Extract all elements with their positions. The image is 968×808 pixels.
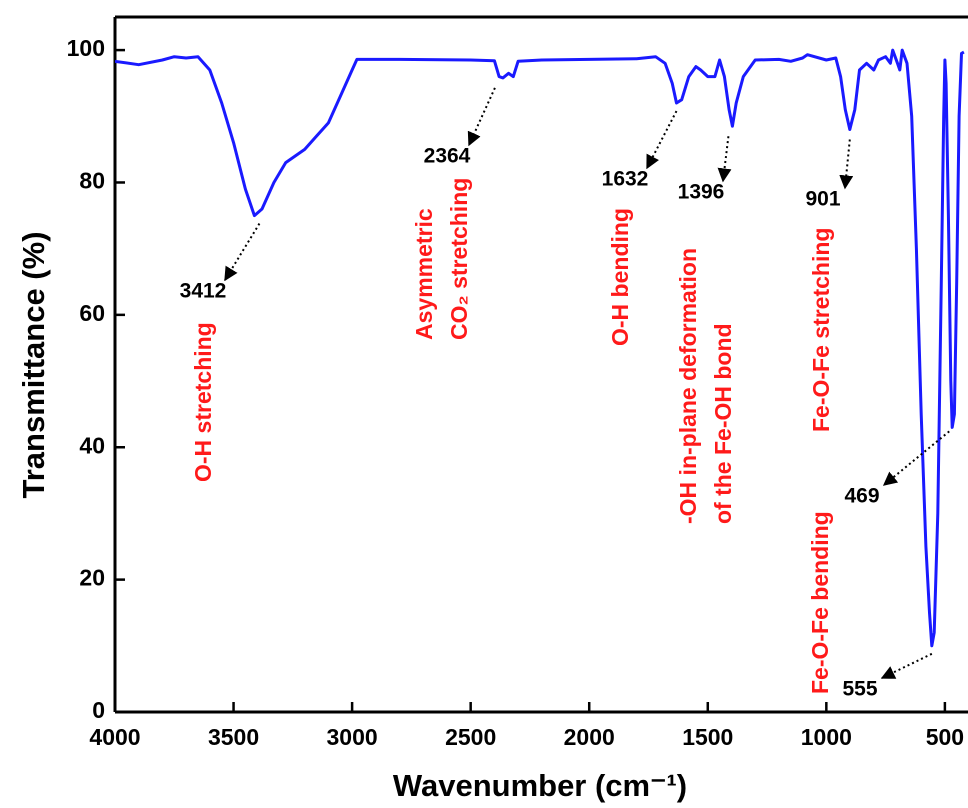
x-tick-label: 3500 (208, 724, 259, 750)
peak-arrow (467, 87, 496, 147)
y-tick-label: 60 (79, 300, 105, 326)
x-axis-title: Wavenumber (cm⁻¹) (393, 768, 687, 803)
y-tick-label: 0 (92, 697, 105, 723)
x-tick-label: 1000 (801, 724, 852, 750)
y-tick-label: 20 (79, 565, 105, 591)
peak-label: O-H bending (607, 208, 633, 346)
peak-arrow (882, 430, 950, 486)
peak-label: CO₂ stretching (446, 178, 472, 340)
x-tick-label: 3000 (327, 724, 378, 750)
peak-arrow (839, 139, 854, 190)
x-tick-label: 1500 (682, 724, 733, 750)
y-tick-label: 100 (67, 35, 105, 61)
peak-label: O-H stretching (190, 322, 216, 482)
peak-arrow (880, 652, 933, 679)
peak-number: 901 (805, 188, 840, 211)
x-tick-label: 2000 (564, 724, 615, 750)
peak-arrow (646, 110, 678, 170)
peak-arrow (717, 136, 732, 183)
peak-number: 3412 (180, 280, 227, 303)
x-tick-label: 2500 (445, 724, 496, 750)
peak-number: 1396 (678, 181, 725, 204)
x-tick-label: 500 (926, 724, 964, 750)
peak-number: 1632 (602, 168, 649, 191)
x-tick-label: 4000 (89, 724, 140, 750)
y-tick-label: 80 (79, 168, 105, 194)
peak-label: Fe-O-Fe stretching (808, 228, 834, 432)
y-axis-title: Transmittance (%) (16, 231, 51, 498)
peak-label: Fe-O-Fe bending (807, 511, 833, 694)
peak-label: Asymmetric (411, 208, 437, 340)
spectrum-line (115, 48, 965, 648)
peak-number: 555 (842, 678, 877, 701)
peak-arrow (224, 223, 261, 282)
peak-label: -OH in-plane deformation (675, 248, 701, 524)
peak-label: of the Fe-OH bond (710, 323, 736, 524)
peak-number: 469 (844, 485, 879, 508)
peak-number: 2364 (424, 145, 471, 168)
y-tick-label: 40 (79, 432, 105, 458)
